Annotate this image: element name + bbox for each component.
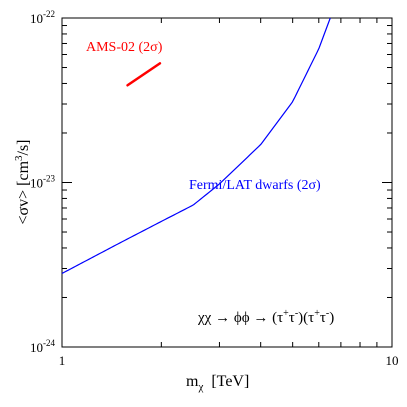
x-axis-label-main: m: [186, 373, 199, 390]
x-tick-label: 10: [386, 353, 399, 368]
y-axis-label-sup: 3: [13, 155, 25, 161]
y-tick-label-base: 10: [30, 11, 43, 26]
y-tick-label-exp: -23: [43, 174, 55, 184]
y-tick-label-base: 10: [30, 176, 43, 191]
major-ticks: [62, 17, 392, 348]
annotation-part: τ: [289, 310, 295, 326]
y-tick-label-exp: -24: [43, 338, 55, 348]
series-label-fermi: Fermi/LAT dwarfs (2σ): [189, 178, 321, 193]
series-layer: [61, 17, 331, 274]
y-tick-label: 10-22: [30, 9, 55, 26]
y-axis-label-unit: /s]: [15, 139, 32, 155]
x-axis-label-unit: [TeV]: [211, 373, 249, 390]
y-tick-label: 10-23: [30, 174, 55, 191]
series-line-fermi: [61, 17, 331, 274]
y-axis-label: <σv> [cm3/s]: [13, 139, 32, 224]
y-tick-label-exp: -22: [43, 9, 55, 19]
x-tick-label: 1: [59, 353, 66, 368]
annotation-sup: -: [295, 308, 298, 319]
x-tick-labels: 1 10: [59, 353, 399, 368]
y-tick-label-base: 10: [30, 340, 43, 355]
series-region-ams: [126, 62, 162, 87]
x-axis-label-sub: χ: [197, 381, 203, 393]
y-axis-label-main: <σv> [cm: [15, 160, 32, 224]
y-tick-label: 10-24: [30, 338, 55, 355]
annotation-part: )(τ: [298, 310, 314, 326]
x-axis-label: mχ [TeV]: [186, 373, 249, 393]
annotation-sup: -: [326, 308, 329, 319]
process-annotation: χχ → ϕϕ → (τ+τ-)(τ+τ-): [197, 308, 334, 326]
annotation-part: χχ → ϕϕ → (τ: [197, 310, 283, 326]
annotation-part: ): [329, 310, 334, 326]
annotation-sup: +: [314, 308, 320, 319]
annotation-sup: +: [283, 308, 289, 319]
series-label-ams: AMS-02 (2σ): [86, 40, 163, 55]
annotation-part: τ: [320, 310, 326, 326]
minor-ticks: [62, 18, 392, 347]
